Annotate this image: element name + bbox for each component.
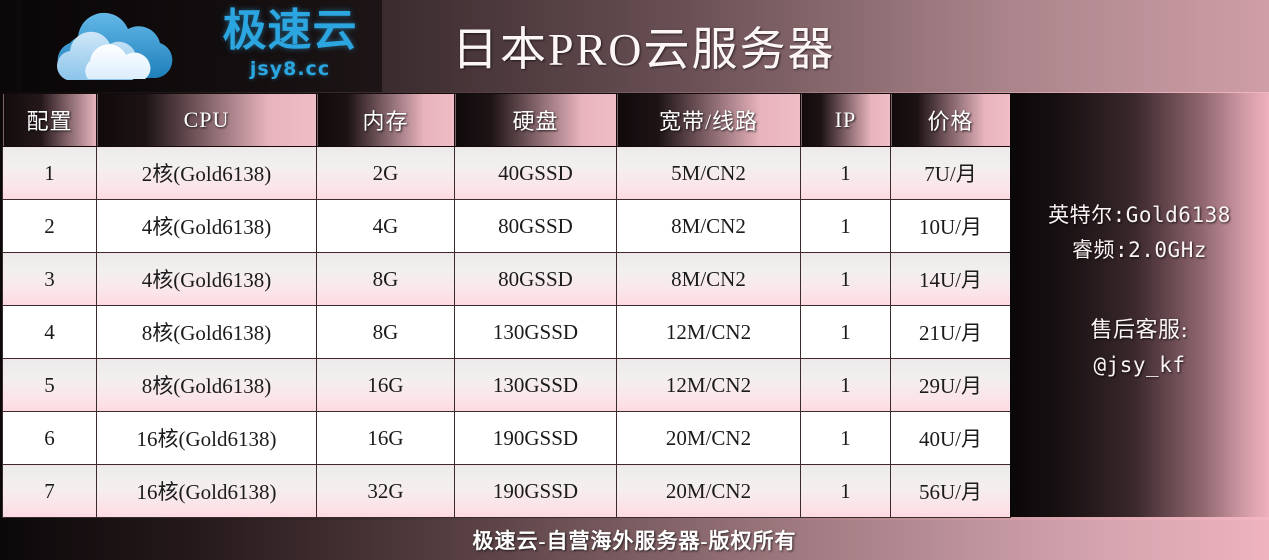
pricing-table-wrap: 配置 CPU 内存 硬盘 宽带/线路 IP 价格 1 2核(Gold6138) 2G… <box>2 93 1011 518</box>
table-row: 2 4核(Gold6138) 4G 80GSSD 8M/CN2 1 10U/月 <box>2 199 1011 253</box>
column-header-config: 配置 <box>2 93 97 147</box>
support-handle[interactable]: @jsy_kf <box>1093 353 1186 377</box>
column-header-cpu: CPU <box>96 93 317 147</box>
cell-price: 10U/月 <box>890 199 1011 253</box>
footer-text: 极速云-自营海外服务器-版权所有 <box>472 529 797 553</box>
cell-ip: 1 <box>800 252 891 306</box>
table-row: 5 8核(Gold6138) 16G 130GSSD 12M/CN2 1 29U/月 <box>2 358 1011 412</box>
table-row: 4 8核(Gold6138) 8G 130GSSD 12M/CN2 1 21U/月 <box>2 305 1011 359</box>
column-header-ip: IP <box>800 93 891 147</box>
cell-cpu: 2核(Gold6138) <box>96 146 317 200</box>
cell-memory: 32G <box>316 464 455 518</box>
cell-ip: 1 <box>800 146 891 200</box>
cell-config: 2 <box>2 199 97 253</box>
cell-disk: 130GSSD <box>454 358 617 412</box>
cell-config: 7 <box>2 464 97 518</box>
cell-disk: 130GSSD <box>454 305 617 359</box>
pricing-table-body: 1 2核(Gold6138) 2G 40GSSD 5M/CN2 1 7U/月 2 4核(Gold… <box>2 146 1011 518</box>
support-block: 售后客服: @jsy_kf <box>1010 313 1269 383</box>
spec-info-panel: 英特尔:Gold6138 睿频:2.0GHz 售后客服: @jsy_kf <box>1010 93 1269 517</box>
cell-cpu: 16核(Gold6138) <box>96 411 317 465</box>
cell-price: 21U/月 <box>890 305 1011 359</box>
cell-disk: 80GSSD <box>454 252 617 306</box>
cell-config: 6 <box>2 411 97 465</box>
column-header-disk: 硬盘 <box>454 93 617 147</box>
cell-price: 40U/月 <box>890 411 1011 465</box>
page-title: 日本PRO云服务器 <box>382 0 1269 92</box>
cell-ip: 1 <box>800 358 891 412</box>
cell-bandwidth: 20M/CN2 <box>616 411 801 465</box>
cpu-spec-block: 英特尔:Gold6138 睿频:2.0GHz <box>1010 198 1269 268</box>
cell-price: 7U/月 <box>890 146 1011 200</box>
cell-memory: 8G <box>316 252 455 306</box>
cell-memory: 16G <box>316 411 455 465</box>
cell-disk: 190GSSD <box>454 411 617 465</box>
cell-ip: 1 <box>800 411 891 465</box>
cell-memory: 2G <box>316 146 455 200</box>
cell-disk: 40GSSD <box>454 146 617 200</box>
cloud-icon <box>57 12 173 80</box>
cell-memory: 8G <box>316 305 455 359</box>
cell-price: 14U/月 <box>890 252 1011 306</box>
cell-memory: 16G <box>316 358 455 412</box>
cpu-freq-text: 睿频:2.0GHz <box>1071 238 1207 262</box>
cell-ip: 1 <box>800 305 891 359</box>
cell-bandwidth: 8M/CN2 <box>616 252 801 306</box>
column-header-price: 价格 <box>890 93 1011 147</box>
poster-footer: 极速云-自营海外服务器-版权所有 <box>0 520 1269 560</box>
cell-cpu: 4核(Gold6138) <box>96 252 317 306</box>
cell-config: 3 <box>2 252 97 306</box>
cell-cpu: 8核(Gold6138) <box>96 358 317 412</box>
table-row: 3 4核(Gold6138) 8G 80GSSD 8M/CN2 1 14U/月 <box>2 252 1011 306</box>
column-header-bandwidth: 宽带/线路 <box>616 93 801 147</box>
cell-bandwidth: 8M/CN2 <box>616 199 801 253</box>
cell-price: 56U/月 <box>890 464 1011 518</box>
cell-config: 1 <box>2 146 97 200</box>
brand-url: jsy8.cc <box>249 58 331 80</box>
brand-name: 极速云 <box>222 5 358 56</box>
cell-config: 5 <box>2 358 97 412</box>
page-title-text: 日本PRO云服务器 <box>452 24 836 75</box>
cell-cpu: 4核(Gold6138) <box>96 199 317 253</box>
brand-logo-area: 极速云 jsy8.cc <box>22 0 382 92</box>
cell-bandwidth: 5M/CN2 <box>616 146 801 200</box>
cell-memory: 4G <box>316 199 455 253</box>
cell-bandwidth: 12M/CN2 <box>616 358 801 412</box>
cell-price: 29U/月 <box>890 358 1011 412</box>
cell-bandwidth: 12M/CN2 <box>616 305 801 359</box>
support-label: 售后客服: <box>1090 318 1189 343</box>
table-row: 7 16核(Gold6138) 32G 190GSSD 20M/CN2 1 56U/月 <box>2 464 1011 518</box>
poster-banner: 极速云 jsy8.cc 日本PRO云服务器 <box>0 0 1269 92</box>
cell-bandwidth: 20M/CN2 <box>616 464 801 518</box>
cell-disk: 80GSSD <box>454 199 617 253</box>
cell-config: 4 <box>2 305 97 359</box>
cell-cpu: 16核(Gold6138) <box>96 464 317 518</box>
brand-wordmark: 极速云 jsy8.cc <box>190 4 390 92</box>
column-header-memory: 内存 <box>316 93 455 147</box>
table-row: 6 16核(Gold6138) 16G 190GSSD 20M/CN2 1 40U/月 <box>2 411 1011 465</box>
cpu-model-text: 英特尔:Gold6138 <box>1048 203 1231 227</box>
pricing-table: 配置 CPU 内存 硬盘 宽带/线路 IP 价格 1 2核(Gold6138) 2G… <box>2 93 1011 518</box>
table-header-row: 配置 CPU 内存 硬盘 宽带/线路 IP 价格 <box>2 93 1011 147</box>
cell-disk: 190GSSD <box>454 464 617 518</box>
table-row: 1 2核(Gold6138) 2G 40GSSD 5M/CN2 1 7U/月 <box>2 146 1011 200</box>
cell-ip: 1 <box>800 464 891 518</box>
cell-ip: 1 <box>800 199 891 253</box>
cell-cpu: 8核(Gold6138) <box>96 305 317 359</box>
